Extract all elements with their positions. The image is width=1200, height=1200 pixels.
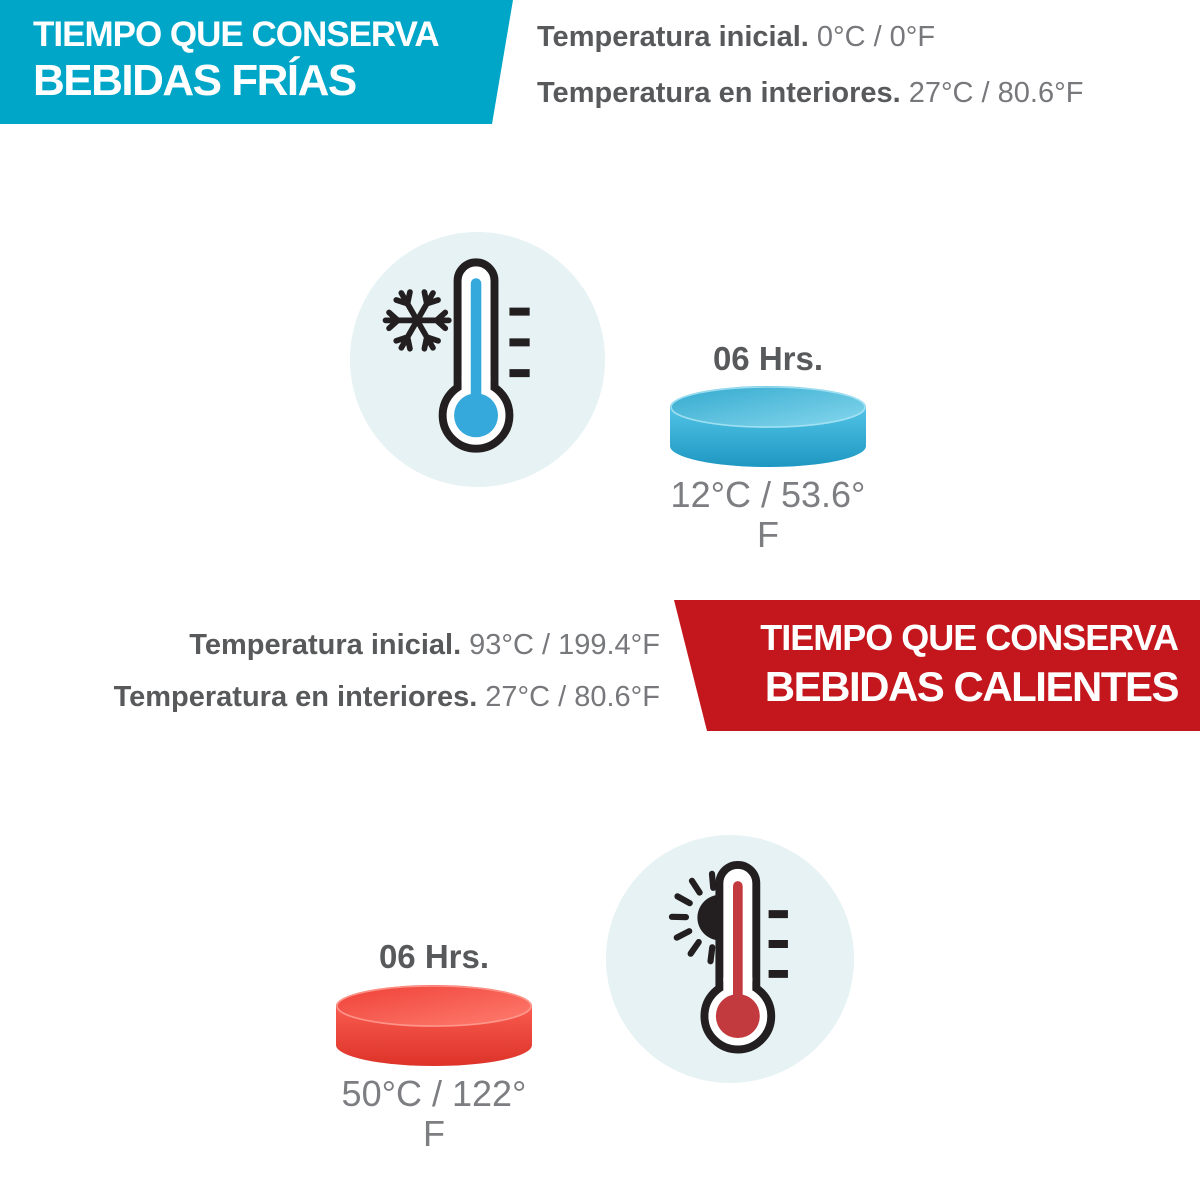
sun-icon	[668, 870, 720, 965]
cold-disc-icon	[670, 386, 866, 467]
cold-indoor-temp-value: 27°C / 80.6°F	[908, 77, 1084, 109]
cold-banner-title-line2: BEBIDAS FRÍAS	[33, 56, 356, 105]
hot-result-group: 06 Hrs. 50°C / 122° F	[332, 939, 536, 1154]
hot-thermometer-icon	[699, 861, 775, 1054]
cold-duration-label: 06 Hrs.	[712, 340, 824, 377]
hot-info-block: Temperatura inicial. 93°C / 199.4°F Tempe…	[114, 628, 660, 732]
hot-initial-temp-label: Temperatura inicial.	[189, 629, 462, 661]
hot-section-banner: TIEMPO QUE CONSERVA BEBIDAS CALIENTES	[674, 600, 1200, 731]
cold-result-group: 06 Hrs. 12°C / 53.6° F	[666, 341, 870, 555]
cold-icon-badge	[350, 232, 605, 487]
hot-indoor-temp-value: 27°C / 80.6°F	[485, 681, 660, 713]
snowflake-icon	[382, 288, 452, 352]
cold-indoor-temp-line: Temperatura en interiores. 27°C / 80.6°F	[537, 76, 1083, 115]
hot-indoor-temp-line: Temperatura en interiores. 27°C / 80.6°F	[114, 680, 660, 719]
hot-indoor-temp-label: Temperatura en interiores.	[113, 681, 478, 713]
thermometer-ticks	[768, 910, 788, 978]
hot-duration-label: 06 Hrs.	[378, 938, 490, 975]
cold-initial-temp-value: 0°C / 0°F	[816, 21, 936, 53]
hot-disc-icon	[336, 985, 532, 1066]
cold-section-banner: TIEMPO QUE CONSERVA BEBIDAS FRÍAS	[0, 0, 513, 124]
hot-initial-temp-line: Temperatura inicial. 93°C / 199.4°F	[114, 628, 660, 667]
cold-result-temp: 12°C / 53.6° F	[670, 474, 866, 555]
snowflake-thermometer-icon	[382, 258, 530, 453]
hot-banner-title-line1: TIEMPO QUE CONSERVA	[760, 617, 1179, 658]
hot-banner-title-line2: BEBIDAS CALIENTES	[764, 663, 1180, 710]
cold-initial-temp-line: Temperatura inicial. 0°C / 0°F	[537, 20, 1083, 59]
cold-indoor-temp-label: Temperatura en interiores.	[537, 77, 901, 109]
cold-banner-title-line1: TIEMPO QUE CONSERVA	[33, 15, 439, 54]
cold-info-block: Temperatura inicial. 0°C / 0°F Temperatur…	[537, 20, 1083, 132]
sun-thermometer-icon	[668, 861, 788, 1054]
hot-initial-temp-value: 93°C / 199.4°F	[469, 629, 660, 661]
hot-icon-badge	[606, 835, 854, 1083]
cold-thermometer-icon	[438, 258, 514, 453]
hot-result-temp: 50°C / 122° F	[341, 1073, 527, 1154]
thermometer-ticks	[509, 307, 530, 377]
cold-initial-temp-label: Temperatura inicial.	[537, 21, 809, 53]
